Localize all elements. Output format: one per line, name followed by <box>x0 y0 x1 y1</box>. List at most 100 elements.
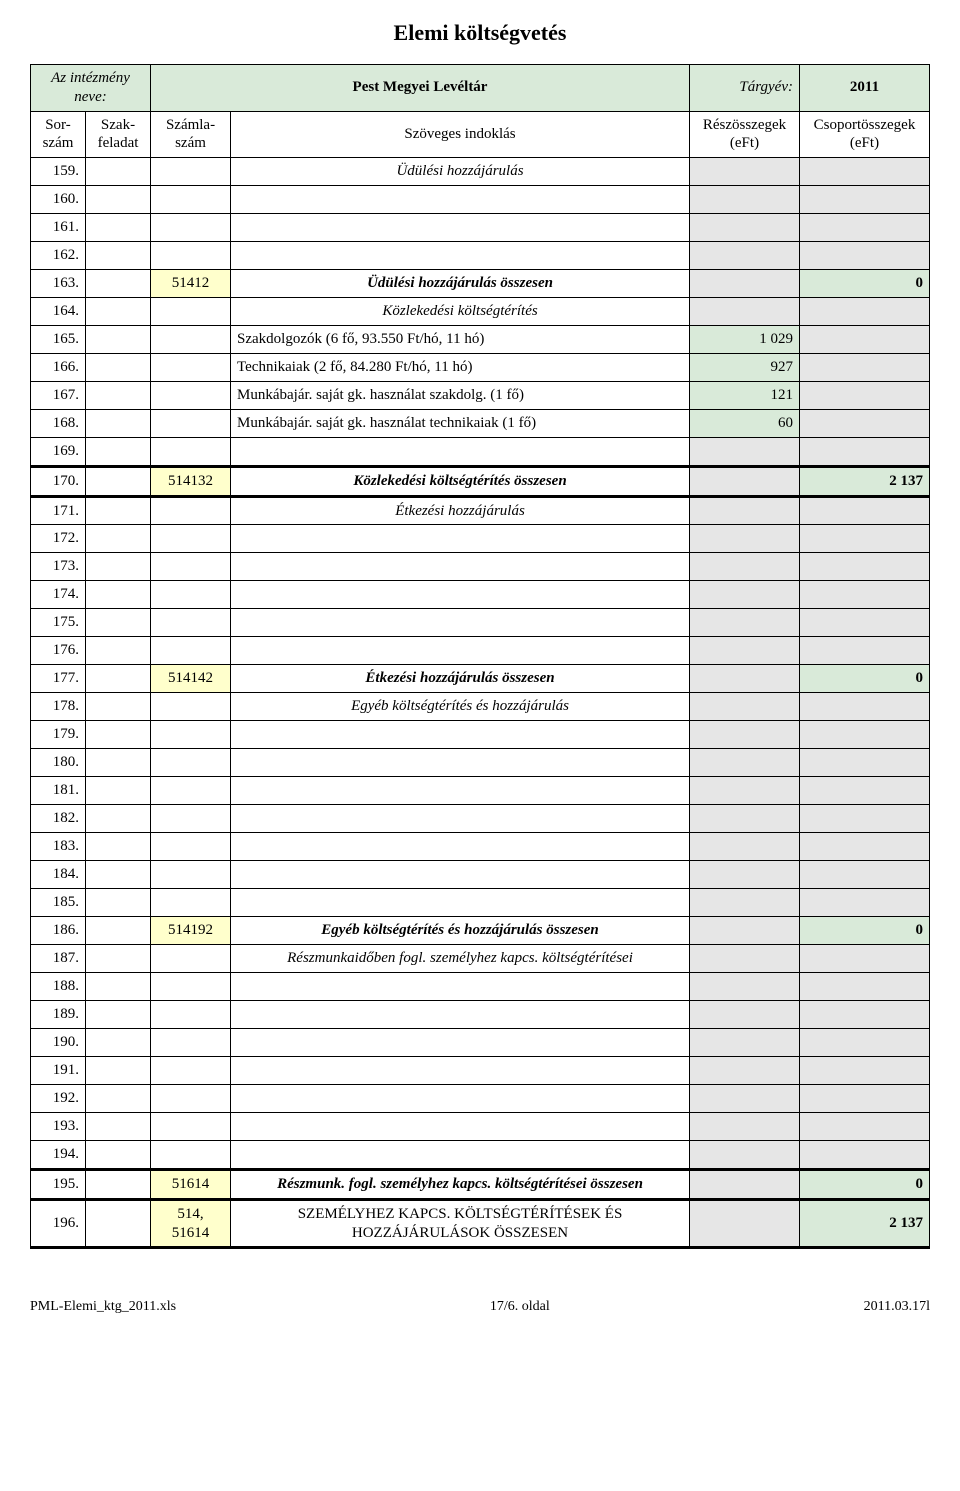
szamlaszam-cell <box>151 1113 231 1141</box>
row-number: 178. <box>31 693 86 721</box>
reszosszeg-cell <box>690 525 800 553</box>
row-number: 176. <box>31 637 86 665</box>
row-number: 169. <box>31 438 86 467</box>
reszosszeg-cell <box>690 693 800 721</box>
csoportosszeg-cell <box>800 242 930 270</box>
szakfeladat-cell <box>86 581 151 609</box>
table-row: 159.Üdülési hozzájárulás <box>31 158 930 186</box>
csoportosszeg-cell <box>800 805 930 833</box>
row-number: 185. <box>31 889 86 917</box>
row-number: 192. <box>31 1085 86 1113</box>
szakfeladat-cell <box>86 158 151 186</box>
szakfeladat-cell <box>86 861 151 889</box>
description-cell <box>231 861 690 889</box>
szamlaszam-cell <box>151 214 231 242</box>
reszosszeg-cell <box>690 917 800 945</box>
csoportosszeg-cell <box>800 637 930 665</box>
row-number: 189. <box>31 1001 86 1029</box>
reszosszeg-cell <box>690 833 800 861</box>
reszosszeg-cell <box>690 242 800 270</box>
table-row: 183. <box>31 833 930 861</box>
szamlaszam-cell <box>151 777 231 805</box>
description-cell: Szakdolgozók (6 fő, 93.550 Ft/hó, 11 hó) <box>231 326 690 354</box>
csoportosszeg-cell: 2 137 <box>800 466 930 496</box>
reszosszeg-cell <box>690 1199 800 1248</box>
footer-left: PML-Elemi_ktg_2011.xls <box>30 1299 176 1315</box>
szamlaszam-cell <box>151 889 231 917</box>
row-number: 187. <box>31 945 86 973</box>
table-row: 184. <box>31 861 930 889</box>
csoportosszeg-cell <box>800 354 930 382</box>
description-cell <box>231 438 690 467</box>
szamlaszam-cell: 514192 <box>151 917 231 945</box>
description-cell: Munkábajár. saját gk. használat szakdolg… <box>231 382 690 410</box>
szamlaszam-cell <box>151 1001 231 1029</box>
row-number: 159. <box>31 158 86 186</box>
row-number: 186. <box>31 917 86 945</box>
szamlaszam-cell <box>151 833 231 861</box>
szakfeladat-cell <box>86 637 151 665</box>
description-cell: Egyéb költségtérítés és hozzájárulás öss… <box>231 917 690 945</box>
table-row: 188. <box>31 973 930 1001</box>
table-row: 160. <box>31 186 930 214</box>
csoportosszeg-cell <box>800 777 930 805</box>
table-row: 182. <box>31 805 930 833</box>
szakfeladat-cell <box>86 186 151 214</box>
szamlaszam-cell <box>151 410 231 438</box>
description-cell <box>231 581 690 609</box>
row-number: 165. <box>31 326 86 354</box>
row-number: 193. <box>31 1113 86 1141</box>
footer-right: 2011.03.17l <box>864 1299 930 1315</box>
csoportosszeg-cell <box>800 1001 930 1029</box>
reszosszeg-cell <box>690 609 800 637</box>
row-number: 195. <box>31 1170 86 1200</box>
description-cell <box>231 242 690 270</box>
description-cell: SZEMÉLYHEZ KAPCS. KÖLTSÉGTÉRÍTÉSEK ÉS HO… <box>231 1199 690 1248</box>
szamlaszam-cell <box>151 749 231 777</box>
table-row: 193. <box>31 1113 930 1141</box>
row-number: 162. <box>31 242 86 270</box>
description-cell <box>231 1029 690 1057</box>
szakfeladat-cell <box>86 805 151 833</box>
csoportosszeg-cell <box>800 889 930 917</box>
row-number: 182. <box>31 805 86 833</box>
szakfeladat-cell <box>86 1085 151 1113</box>
table-row: 171.Étkezési hozzájárulás <box>31 496 930 525</box>
csoportosszeg-cell: 0 <box>800 1170 930 1200</box>
szakfeladat-cell <box>86 466 151 496</box>
table-row: 181. <box>31 777 930 805</box>
szakfeladat-cell <box>86 1113 151 1141</box>
description-cell <box>231 833 690 861</box>
szamlaszam-cell <box>151 693 231 721</box>
col-resz: Részösszegek (eFt) <box>690 111 800 158</box>
year-label: Tárgyév: <box>690 65 800 112</box>
table-row: 191. <box>31 1057 930 1085</box>
reszosszeg-cell <box>690 805 800 833</box>
csoportosszeg-cell <box>800 1113 930 1141</box>
csoportosszeg-cell: 2 137 <box>800 1199 930 1248</box>
description-cell <box>231 1001 690 1029</box>
row-number: 196. <box>31 1199 86 1248</box>
szakfeladat-cell <box>86 270 151 298</box>
reszosszeg-cell <box>690 553 800 581</box>
reszosszeg-cell <box>690 466 800 496</box>
reszosszeg-cell: 927 <box>690 354 800 382</box>
table-row: 173. <box>31 553 930 581</box>
reszosszeg-cell <box>690 1170 800 1200</box>
row-number: 168. <box>31 410 86 438</box>
szamlaszam-cell <box>151 553 231 581</box>
csoportosszeg-cell <box>800 438 930 467</box>
description-cell <box>231 973 690 1001</box>
reszosszeg-cell <box>690 158 800 186</box>
szamlaszam-cell <box>151 326 231 354</box>
description-cell <box>231 1085 690 1113</box>
csoportosszeg-cell <box>800 581 930 609</box>
csoportosszeg-cell <box>800 1141 930 1170</box>
description-cell <box>231 637 690 665</box>
csoportosszeg-cell: 0 <box>800 665 930 693</box>
csoportosszeg-cell <box>800 721 930 749</box>
szamlaszam-cell <box>151 525 231 553</box>
description-cell: Közlekedési költségtérítés <box>231 298 690 326</box>
table-row: 172. <box>31 525 930 553</box>
table-row: 185. <box>31 889 930 917</box>
